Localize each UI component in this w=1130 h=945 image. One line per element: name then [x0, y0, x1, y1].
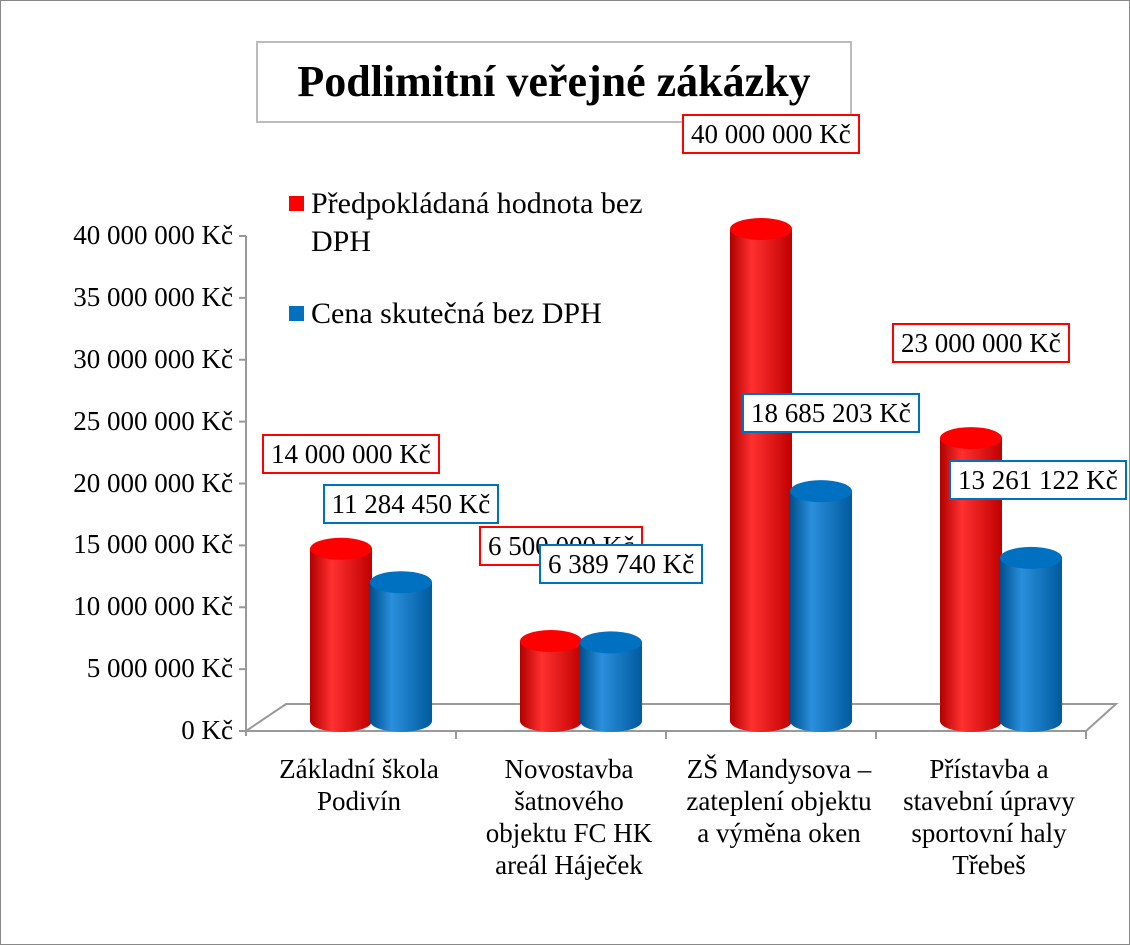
y-tick-label: 0 Kč	[181, 715, 233, 745]
data-label: 13 261 122 Kč	[949, 459, 1127, 500]
cylinder-body	[580, 642, 642, 732]
bar	[370, 571, 432, 732]
legend-swatch	[289, 306, 304, 321]
legend-swatch	[289, 196, 304, 211]
y-tick-label: 5 000 000 Kč	[86, 653, 233, 684]
cylinder-top	[730, 218, 792, 240]
data-label: 6 389 740 Kč	[539, 544, 704, 585]
chart-title: Podlimitní veřejné zákázky	[256, 41, 852, 123]
y-tick-label: 10 000 000 Kč	[73, 591, 233, 622]
data-label: 14 000 000 Kč	[262, 433, 440, 474]
cylinder-top	[520, 630, 582, 653]
x-tick-label: ZŠ Mandysova – zateplení objektu a výměn…	[686, 754, 872, 848]
data-label: 11 284 450 Kč	[322, 484, 500, 525]
cylinder-top	[310, 537, 372, 560]
data-label: 18 685 203 Kč	[742, 393, 920, 434]
cylinder-top	[580, 631, 642, 654]
bar	[580, 631, 642, 732]
y-tick-label: 35 000 000 Kč	[73, 281, 233, 312]
y-tick-label: 40 000 000 Kč	[73, 220, 233, 250]
cylinder-body	[940, 438, 1002, 732]
bar	[1000, 546, 1062, 732]
legend-text: Cena skutečná bez DPH	[311, 297, 602, 330]
cylinder-body	[310, 548, 372, 732]
x-tick-label: Novostavba šatnového objektu FC HK areál…	[485, 754, 653, 880]
cylinder-top	[790, 480, 852, 503]
cylinder-body	[520, 641, 582, 732]
cylinder-body	[1000, 557, 1062, 732]
legend-text: Předpokládaná hodnota bez DPH	[311, 187, 643, 258]
floor	[242, 703, 1119, 732]
cylinder-top	[370, 571, 432, 594]
data-label: 40 000 000 Kč	[682, 114, 860, 154]
bar	[790, 480, 852, 732]
x-tick-label: Přístavba a stavební úpravy sportovní ha…	[903, 754, 1075, 880]
cylinder-top	[940, 427, 1002, 450]
y-tick-label: 30 000 000 Kč	[73, 343, 233, 374]
x-tick-label: Základní škola Podivín	[279, 754, 439, 816]
y-tick-label: 25 000 000 Kč	[73, 405, 233, 436]
cylinder-body	[370, 582, 432, 732]
cylinder-body	[790, 491, 852, 732]
bar	[730, 218, 792, 732]
bar	[520, 630, 582, 732]
y-tick-label: 20 000 000 Kč	[73, 467, 233, 498]
data-label: 23 000 000 Kč	[892, 323, 1070, 364]
cylinder-body	[730, 229, 792, 732]
cylinder-top	[1000, 546, 1062, 569]
y-tick-label: 15 000 000 Kč	[73, 529, 233, 560]
bar	[940, 427, 1002, 732]
bar	[310, 537, 372, 732]
